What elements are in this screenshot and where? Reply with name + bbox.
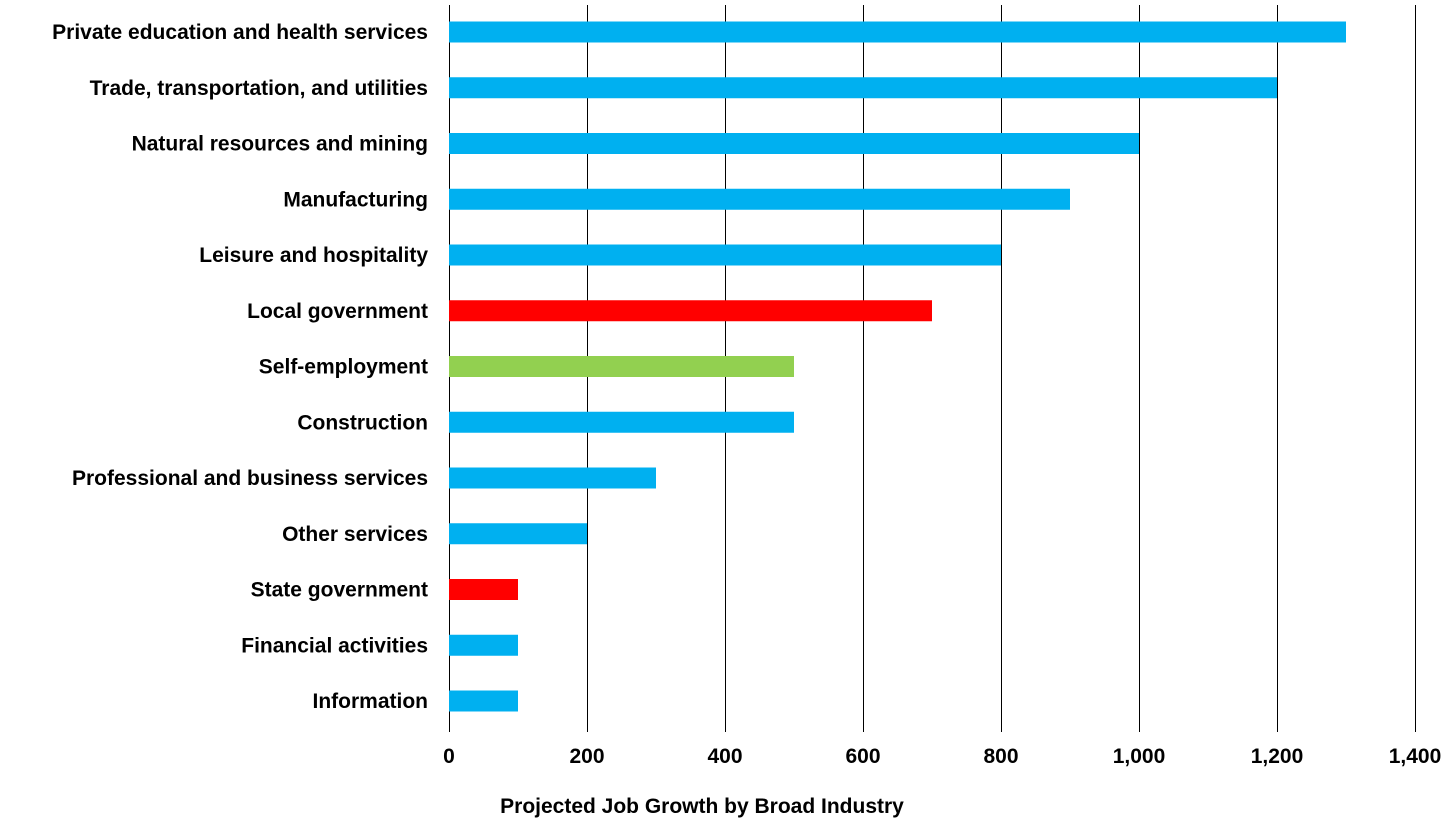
bars bbox=[449, 21, 1346, 712]
x-tick-labels: 0 200 400 600 800 1,000 1,200 1,400 bbox=[443, 745, 1441, 768]
category-label: Financial activities bbox=[241, 634, 428, 657]
bar-other-services bbox=[449, 523, 587, 545]
bar-natural-resources-and-mining bbox=[449, 133, 1139, 154]
bar-financial-activities bbox=[449, 634, 518, 656]
category-label: Professional and business services bbox=[72, 467, 428, 490]
category-label: Private education and health services bbox=[52, 21, 428, 44]
bar-leisure-and-hospitality bbox=[449, 244, 1001, 266]
x-tick-label: 1,400 bbox=[1389, 745, 1442, 768]
bar-self-employment bbox=[449, 356, 794, 377]
bar-local-government bbox=[449, 300, 932, 322]
bar-professional-and-business-services bbox=[449, 467, 656, 489]
category-label: Trade, transportation, and utilities bbox=[90, 77, 428, 100]
bar-construction bbox=[449, 411, 794, 433]
category-label: Self-employment bbox=[259, 356, 428, 379]
x-tick-label: 600 bbox=[845, 745, 880, 768]
category-label: Local government bbox=[247, 300, 428, 323]
category-label: Manufacturing bbox=[283, 188, 428, 211]
bar-private-education-and-health-services bbox=[449, 21, 1346, 43]
x-tick-label: 0 bbox=[443, 745, 455, 768]
category-label: Construction bbox=[297, 411, 428, 434]
x-tick-label: 800 bbox=[983, 745, 1018, 768]
x-axis-title: Projected Job Growth by Broad Industry bbox=[500, 795, 904, 818]
x-tick-label: 200 bbox=[569, 745, 604, 768]
category-label: Other services bbox=[282, 523, 428, 546]
x-tick-label: 1,000 bbox=[1113, 745, 1166, 768]
category-label: State government bbox=[251, 579, 428, 602]
bar-manufacturing bbox=[449, 188, 1070, 210]
category-label: Leisure and hospitality bbox=[199, 244, 428, 267]
x-tick-label: 400 bbox=[707, 745, 742, 768]
bar-trade-transportation-and-utilities bbox=[449, 77, 1277, 99]
bar-information bbox=[449, 690, 518, 712]
category-label: Natural resources and mining bbox=[132, 133, 428, 156]
x-tick-label: 1,200 bbox=[1251, 745, 1304, 768]
category-label: Information bbox=[313, 690, 429, 713]
category-labels: Private education and health services Tra… bbox=[52, 21, 428, 713]
bar-state-government bbox=[449, 579, 518, 600]
